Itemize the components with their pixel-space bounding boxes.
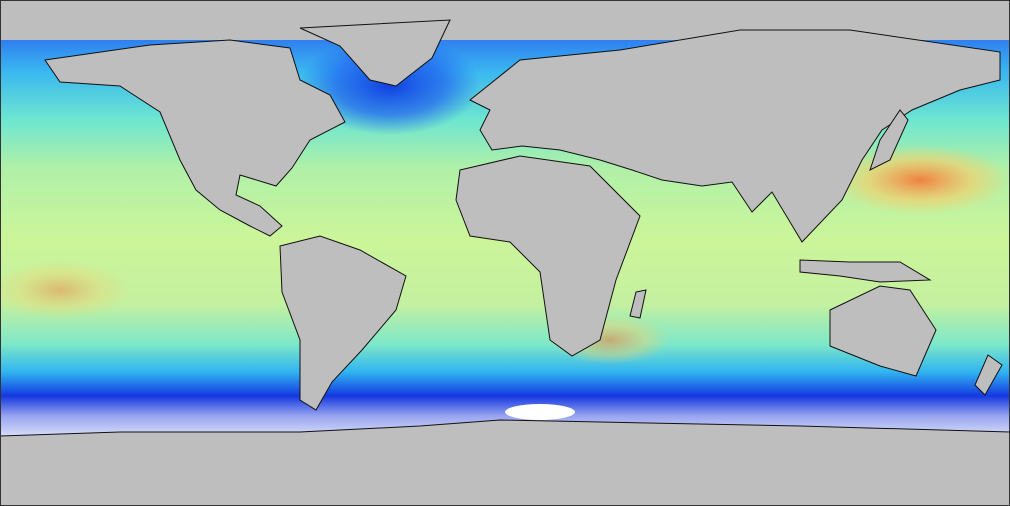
- madagascar: [629, 289, 647, 319]
- antarctica: [0, 419, 1010, 506]
- eurasia: [469, 29, 1001, 243]
- south-america: [279, 235, 407, 411]
- australia: [829, 285, 937, 377]
- sea-ice: [505, 404, 575, 420]
- japan: [869, 109, 909, 171]
- africa: [455, 155, 641, 357]
- greenland: [299, 19, 451, 87]
- indonesia: [799, 259, 932, 283]
- north-america: [44, 39, 346, 237]
- pacific-warm: [0, 260, 130, 320]
- new-zealand: [974, 354, 1003, 396]
